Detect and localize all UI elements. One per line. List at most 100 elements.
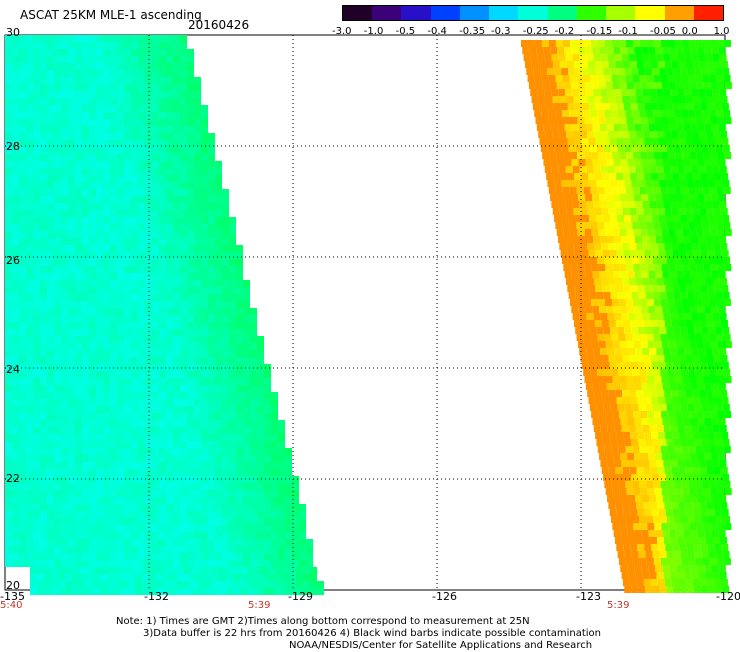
swath-cell [54,126,61,133]
swath-cell [264,392,271,399]
swath-cell [644,509,652,516]
swath-cell [12,147,19,154]
swath-cell [131,448,138,455]
swath-cell [124,525,131,532]
swath-cell [712,54,720,61]
swath-cell [565,54,573,61]
swath-cell [292,553,299,560]
swath-cell [82,329,89,336]
swath-cell [5,84,12,91]
swath-cell [33,476,40,483]
swath-cell [75,252,82,259]
swath-cell [622,131,630,138]
swath-cell [271,434,278,441]
swath-cell [598,117,606,124]
swath-cell [12,35,19,42]
swath-cell [68,63,75,70]
swath-cell [550,124,558,131]
swath-cell [250,483,257,490]
swath-cell [163,574,170,581]
swath-cell [264,364,271,371]
swath-cell [724,411,732,418]
swath-cell [705,495,713,502]
swath-cell [299,539,306,546]
swath-cell [110,532,117,539]
swath-cell [686,509,694,516]
swath-cell [656,572,664,579]
swath-cell [681,446,689,453]
swath-cell [591,152,599,159]
swath-cell [575,68,583,75]
swath-cell [152,322,159,329]
swath-cell [702,75,710,82]
swath-cell [679,138,687,145]
swath-cell [117,84,124,91]
swath-cell [615,390,623,397]
swath-cell [208,154,215,161]
swath-cell [628,278,636,285]
swath-cell [159,196,166,203]
swath-cell [117,336,124,343]
swath-cell [61,196,68,203]
swath-cell [135,588,142,595]
swath-cell [215,553,222,560]
swath-cell [570,264,578,271]
swath-cell [695,40,703,47]
swath-cell [110,301,117,308]
swath-cell [603,404,611,411]
swath-cell [180,532,187,539]
swath-cell [628,495,636,502]
swath-cell [68,98,75,105]
swath-cell [117,196,124,203]
swath-cell [694,215,702,222]
swath-cell [124,49,131,56]
swath-cell [292,476,299,483]
swath-cell [661,152,669,159]
swath-cell [159,427,166,434]
swath-cell [602,103,610,110]
swath-cell [68,84,75,91]
swath-cell [643,131,651,138]
swath-cell [145,427,152,434]
swath-cell [552,131,560,138]
swath-cell [177,588,184,595]
swath-cell [600,348,608,355]
swath-cell [159,287,166,294]
swath-cell [26,329,33,336]
swath-cell [33,203,40,210]
swath-cell [26,280,33,287]
swath-cell [117,385,124,392]
swath-cell [638,327,646,334]
swath-cell [54,161,61,168]
swath-cell [533,68,541,75]
swath-cell [187,224,194,231]
swath-cell [543,47,551,54]
swath-cell [33,378,40,385]
swath-cell [191,588,198,595]
swath-cell [5,448,12,455]
swath-cell [19,168,26,175]
swath-cell [640,488,648,495]
swath-cell [187,161,194,168]
swath-cell [250,511,257,518]
swath-cell [131,546,138,553]
swath-cell [653,516,660,523]
swath-cell [124,441,131,448]
swath-cell [710,411,718,418]
swath-cell [716,481,724,488]
swath-cell [657,208,665,215]
swath-cell [605,341,613,348]
swath-cell [173,350,180,357]
swath-cell [285,560,292,567]
swath-cell [117,497,124,504]
swath-cell [82,462,89,469]
swath-cell [159,413,166,420]
swath-cell [697,565,705,572]
swath-cell [54,525,61,532]
swath-cell [187,322,194,329]
swath-cell [634,271,642,278]
swath-cell [131,210,138,217]
lon-label: -135 [0,590,25,603]
swath-cell [635,425,643,432]
swath-cell [103,308,110,315]
